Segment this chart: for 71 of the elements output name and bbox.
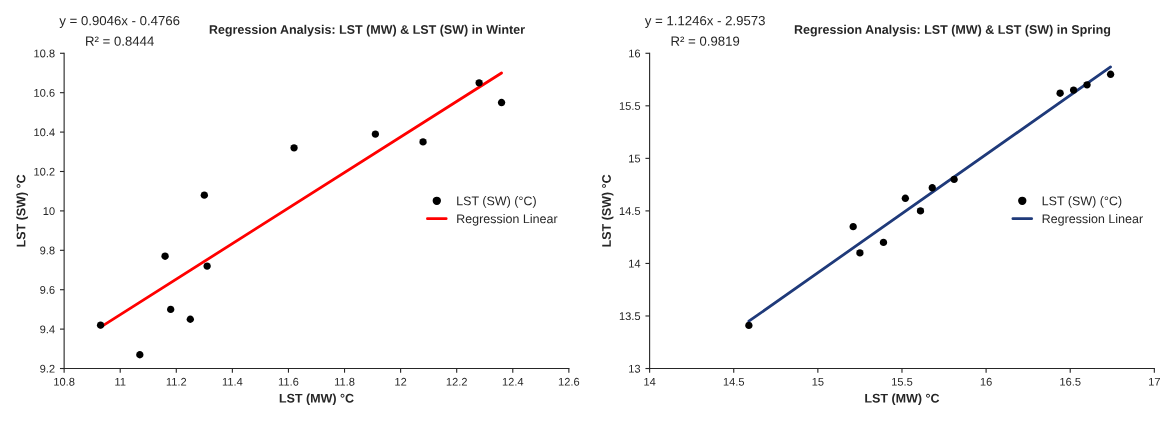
point bbox=[950, 175, 958, 184]
y-tick-label: 10 bbox=[43, 207, 55, 216]
y-tick-label: 14 bbox=[629, 259, 641, 268]
point bbox=[200, 191, 209, 199]
x-tick-label: 11.6 bbox=[278, 377, 299, 386]
x-tick-label: 15.5 bbox=[892, 377, 913, 386]
y-axis-title: LST (SW) °C bbox=[601, 174, 614, 247]
y-tick-label: 13 bbox=[629, 364, 641, 373]
legend-label: LST (SW) (°C) bbox=[1042, 196, 1122, 208]
x-tick-label: 11.8 bbox=[334, 377, 355, 386]
x-tick-label: 12 bbox=[395, 377, 407, 386]
chart-title: Regression Analysis: LST (MW) & LST (SW) in Winter bbox=[209, 24, 525, 37]
y-tick-label: 9.6 bbox=[40, 285, 55, 294]
point bbox=[879, 238, 888, 247]
point bbox=[136, 351, 144, 359]
point bbox=[916, 207, 925, 215]
x-tick-label: 12.2 bbox=[446, 377, 467, 386]
point bbox=[849, 222, 857, 231]
text: y = 1.1246x - 2.9573 bbox=[644, 15, 765, 28]
x-tick-label: 10.8 bbox=[54, 377, 75, 386]
x-tick-label: 15 bbox=[812, 377, 824, 386]
point bbox=[290, 144, 298, 152]
point bbox=[745, 321, 753, 330]
x-axis-title: LST (MW) °C bbox=[279, 393, 354, 406]
x-tick-label: 16 bbox=[980, 377, 992, 386]
y-tick-label: 10.8 bbox=[34, 49, 55, 58]
x-tick-label: 12.6 bbox=[558, 377, 580, 386]
point bbox=[1083, 81, 1091, 89]
point bbox=[186, 315, 194, 323]
x-tick-label: 11 bbox=[115, 377, 126, 386]
x-tick-label: 14.5 bbox=[723, 377, 745, 386]
legend-label: LST (SW) (°C) bbox=[457, 196, 536, 208]
legend-label: Regression Linear bbox=[457, 214, 558, 226]
point bbox=[371, 130, 380, 138]
y-tick-label: 10.2 bbox=[34, 167, 55, 176]
point bbox=[497, 98, 506, 107]
legend-label: Regression Linear bbox=[1042, 214, 1143, 226]
point bbox=[928, 184, 936, 192]
y-tick-label: 14.5 bbox=[619, 207, 641, 216]
y-tick-label: 9.2 bbox=[40, 364, 55, 373]
point bbox=[901, 194, 910, 202]
point bbox=[161, 252, 169, 260]
point bbox=[96, 321, 105, 329]
point bbox=[419, 138, 427, 146]
y-tick-label: 15.5 bbox=[619, 102, 641, 110]
x-tick-label: 12.4 bbox=[502, 377, 524, 386]
point bbox=[167, 305, 175, 314]
y-tick-label: 9.4 bbox=[40, 325, 55, 334]
x-tick-label: 16.5 bbox=[1060, 377, 1081, 386]
x-tick-label: 14 bbox=[644, 377, 656, 386]
chart-title: Regression Analysis: LST (MW) & LST (SW) in Spring bbox=[794, 24, 1111, 37]
x-tick-label: 11.2 bbox=[166, 377, 187, 386]
point bbox=[203, 262, 211, 270]
y-tick-label: 16 bbox=[629, 49, 641, 58]
point bbox=[1069, 86, 1078, 94]
x-tick-label: 11.4 bbox=[222, 377, 243, 386]
x-axis-title: LST (MW) °C bbox=[865, 393, 940, 406]
text: R² = 0.9819 bbox=[671, 36, 740, 46]
y-tick-label: 9.8 bbox=[40, 246, 55, 255]
point bbox=[1106, 70, 1115, 78]
y-tick-label: 13.5 bbox=[619, 312, 641, 321]
point bbox=[475, 79, 483, 87]
y-tick-label: 10.6 bbox=[34, 88, 55, 97]
text: y = 0.9046x - 0.4766 bbox=[59, 15, 180, 28]
y-tick-label: 15 bbox=[629, 154, 641, 163]
y-tick-label: 10.4 bbox=[34, 128, 55, 137]
point bbox=[1056, 89, 1064, 97]
y-axis-title: LST (SW) °C bbox=[16, 174, 28, 247]
text: R² = 0.8444 bbox=[86, 36, 154, 46]
x-tick-label: 17 bbox=[1149, 377, 1160, 386]
point bbox=[856, 249, 864, 257]
